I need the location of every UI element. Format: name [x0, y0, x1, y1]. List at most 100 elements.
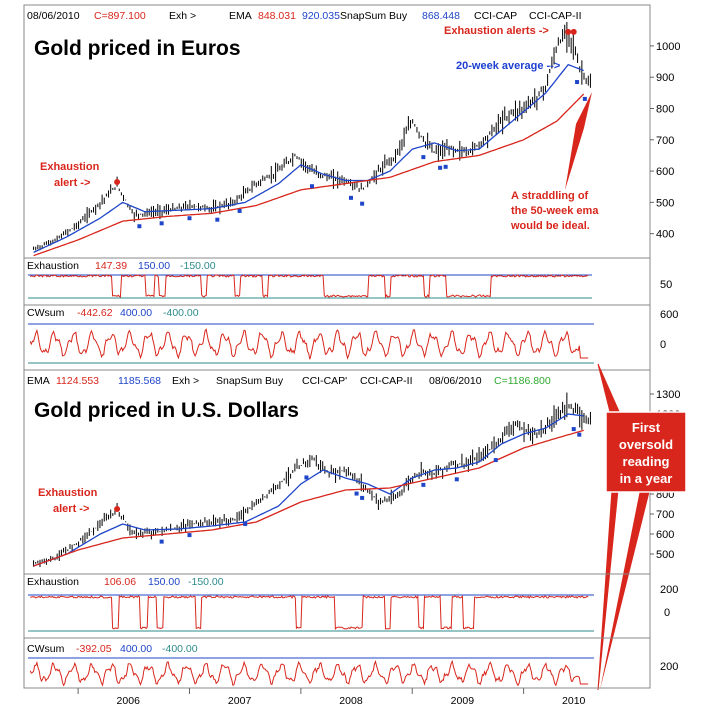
snap-marker — [159, 539, 164, 544]
snap-marker — [454, 477, 459, 482]
usd-header-close: C=1186.800 — [494, 375, 551, 387]
snap-marker — [443, 164, 448, 169]
x-axis: 2006 2007 2008 2009 2010 — [77, 688, 586, 707]
snap-marker — [438, 165, 443, 170]
euro-header: 08/06/2010 C=897.100 Exh > EMA 848.031 9… — [27, 10, 582, 22]
snap-marker — [421, 155, 426, 160]
y-tick-label: 1000 — [656, 41, 680, 53]
series-line — [33, 429, 584, 567]
usd-price-plot — [33, 392, 591, 568]
euro-header-ema-label: EMA — [229, 10, 252, 22]
euro-header-date: 08/06/2010 — [27, 10, 80, 22]
euro-exh-val1: 147.39 — [95, 260, 127, 272]
usd-exhaustion-alert-line1: Exhaustion — [38, 487, 98, 499]
euro-header-snapsum: SnapSum Buy — [340, 10, 408, 22]
euro-exhaustion-alert-line2: alert -> — [54, 177, 90, 189]
euro-straddle-arrow — [565, 92, 592, 190]
usd-exh-val3: -150.00 — [188, 576, 224, 588]
euro-cw-tick-2: 0 — [660, 339, 666, 351]
euro-price-plot — [33, 21, 591, 257]
euro-cw-tick-1: 600 — [660, 309, 678, 321]
y-tick-label: 500 — [656, 549, 674, 561]
euro-avg20-label: 20-week average --> — [456, 60, 560, 72]
x-tick-label: 2009 — [451, 695, 475, 707]
euro-y-axis: 400 500 600 700 800 900 1000 — [650, 41, 680, 241]
euro-header-ema2: 920.035 — [302, 10, 340, 22]
snap-marker — [575, 80, 580, 85]
exhaustion-alert-dot — [114, 506, 121, 512]
usd-header-ema-label: EMA — [27, 375, 50, 387]
usd-header-snapsum: SnapSum Buy — [216, 375, 284, 387]
euro-exh-val3: -150.00 — [180, 260, 216, 272]
usd-cw-name: CWsum — [27, 643, 65, 655]
usd-exh-name: Exhaustion — [27, 576, 79, 588]
usd-header-date: 08/06/2010 — [429, 375, 482, 387]
oversold-line1: First — [632, 420, 661, 435]
euro-straddle-line3: would be ideal. — [510, 220, 590, 232]
y-tick-label: 900 — [656, 72, 674, 84]
series-line — [33, 63, 584, 253]
euro-header-exh: Exh > — [169, 10, 196, 22]
euro-header-cci1: CCI-CAP — [474, 10, 517, 22]
y-tick-label: 500 — [656, 197, 674, 209]
snap-marker — [237, 208, 242, 213]
oversold-line3: reading — [623, 454, 670, 469]
snap-marker — [360, 201, 365, 206]
oversold-callout: First oversold reading in a year — [597, 363, 687, 691]
exhaustion-alert-dot — [114, 179, 121, 186]
usd-title: Gold priced in U.S. Dollars — [34, 399, 299, 422]
usd-header-cci2: CCI-CAP-II — [360, 375, 413, 387]
snap-marker — [571, 427, 576, 432]
snap-marker — [137, 224, 142, 229]
usd-header-ema2: 1185.568 — [118, 375, 161, 387]
snap-marker — [243, 521, 248, 526]
euro-cw-val3: -400.00 — [163, 307, 199, 319]
oversold-line4: in a year — [620, 471, 673, 486]
usd-cw-val3: -400.00 — [162, 643, 198, 655]
euro-header-cci2: CCI-CAP-II — [529, 10, 582, 22]
usd-cw-tick: 200 — [660, 661, 678, 673]
snap-marker — [354, 491, 359, 496]
euro-header-close: C=897.100 — [94, 10, 146, 22]
euro-cw-line — [29, 328, 589, 360]
euro-cw-val1: -442.62 — [77, 307, 113, 319]
series-line — [33, 413, 584, 567]
snap-marker — [582, 96, 587, 101]
snap-marker — [310, 184, 314, 189]
x-tick-label: 2010 — [562, 695, 586, 707]
euro-title: Gold priced in Euros — [34, 37, 241, 60]
series-line — [33, 93, 585, 257]
snap-marker — [159, 221, 164, 226]
usd-cw-val2: 400.00 — [120, 643, 152, 655]
usd-exh-tick-1: 200 — [660, 584, 678, 596]
exhaustion-alert-dot — [570, 28, 577, 35]
snap-marker — [187, 216, 192, 221]
euro-header-snapsum-val: 868.448 — [422, 10, 460, 22]
y-tick-label: 400 — [656, 229, 674, 241]
snap-marker — [577, 432, 582, 437]
euro-exh-line — [29, 274, 589, 299]
usd-exhaustion-alert-line2: alert -> — [53, 503, 89, 515]
snap-marker — [304, 475, 309, 480]
y-tick-label: 600 — [656, 166, 674, 178]
usd-cw-val1: -392.05 — [76, 643, 112, 655]
y-tick-label: 1300 — [656, 389, 680, 401]
y-tick-label: 600 — [656, 529, 674, 541]
y-tick-label: 700 — [656, 509, 674, 521]
snap-marker — [187, 533, 192, 538]
oversold-line2: oversold — [619, 437, 673, 452]
euro-cw-name: CWsum — [27, 307, 65, 319]
usd-header-cci1: CCI-CAP' — [302, 375, 347, 387]
euro-exh-val2: 150.00 — [138, 260, 170, 272]
usd-exh-val2: 150.00 — [148, 576, 180, 588]
euro-exh-tick: 50 — [660, 279, 672, 291]
euro-header-ema1: 848.031 — [258, 10, 296, 22]
euro-exhaustion-alerts: Exhaustion alerts -> — [444, 25, 549, 37]
snap-marker — [348, 195, 353, 200]
usd-header-ema1: 1124.553 — [56, 375, 99, 387]
snap-marker — [215, 217, 220, 222]
euro-exhaustion-alert-line1: Exhaustion — [40, 161, 100, 173]
euro-straddle-line1: A straddling of — [511, 190, 589, 202]
snap-marker — [360, 495, 365, 500]
